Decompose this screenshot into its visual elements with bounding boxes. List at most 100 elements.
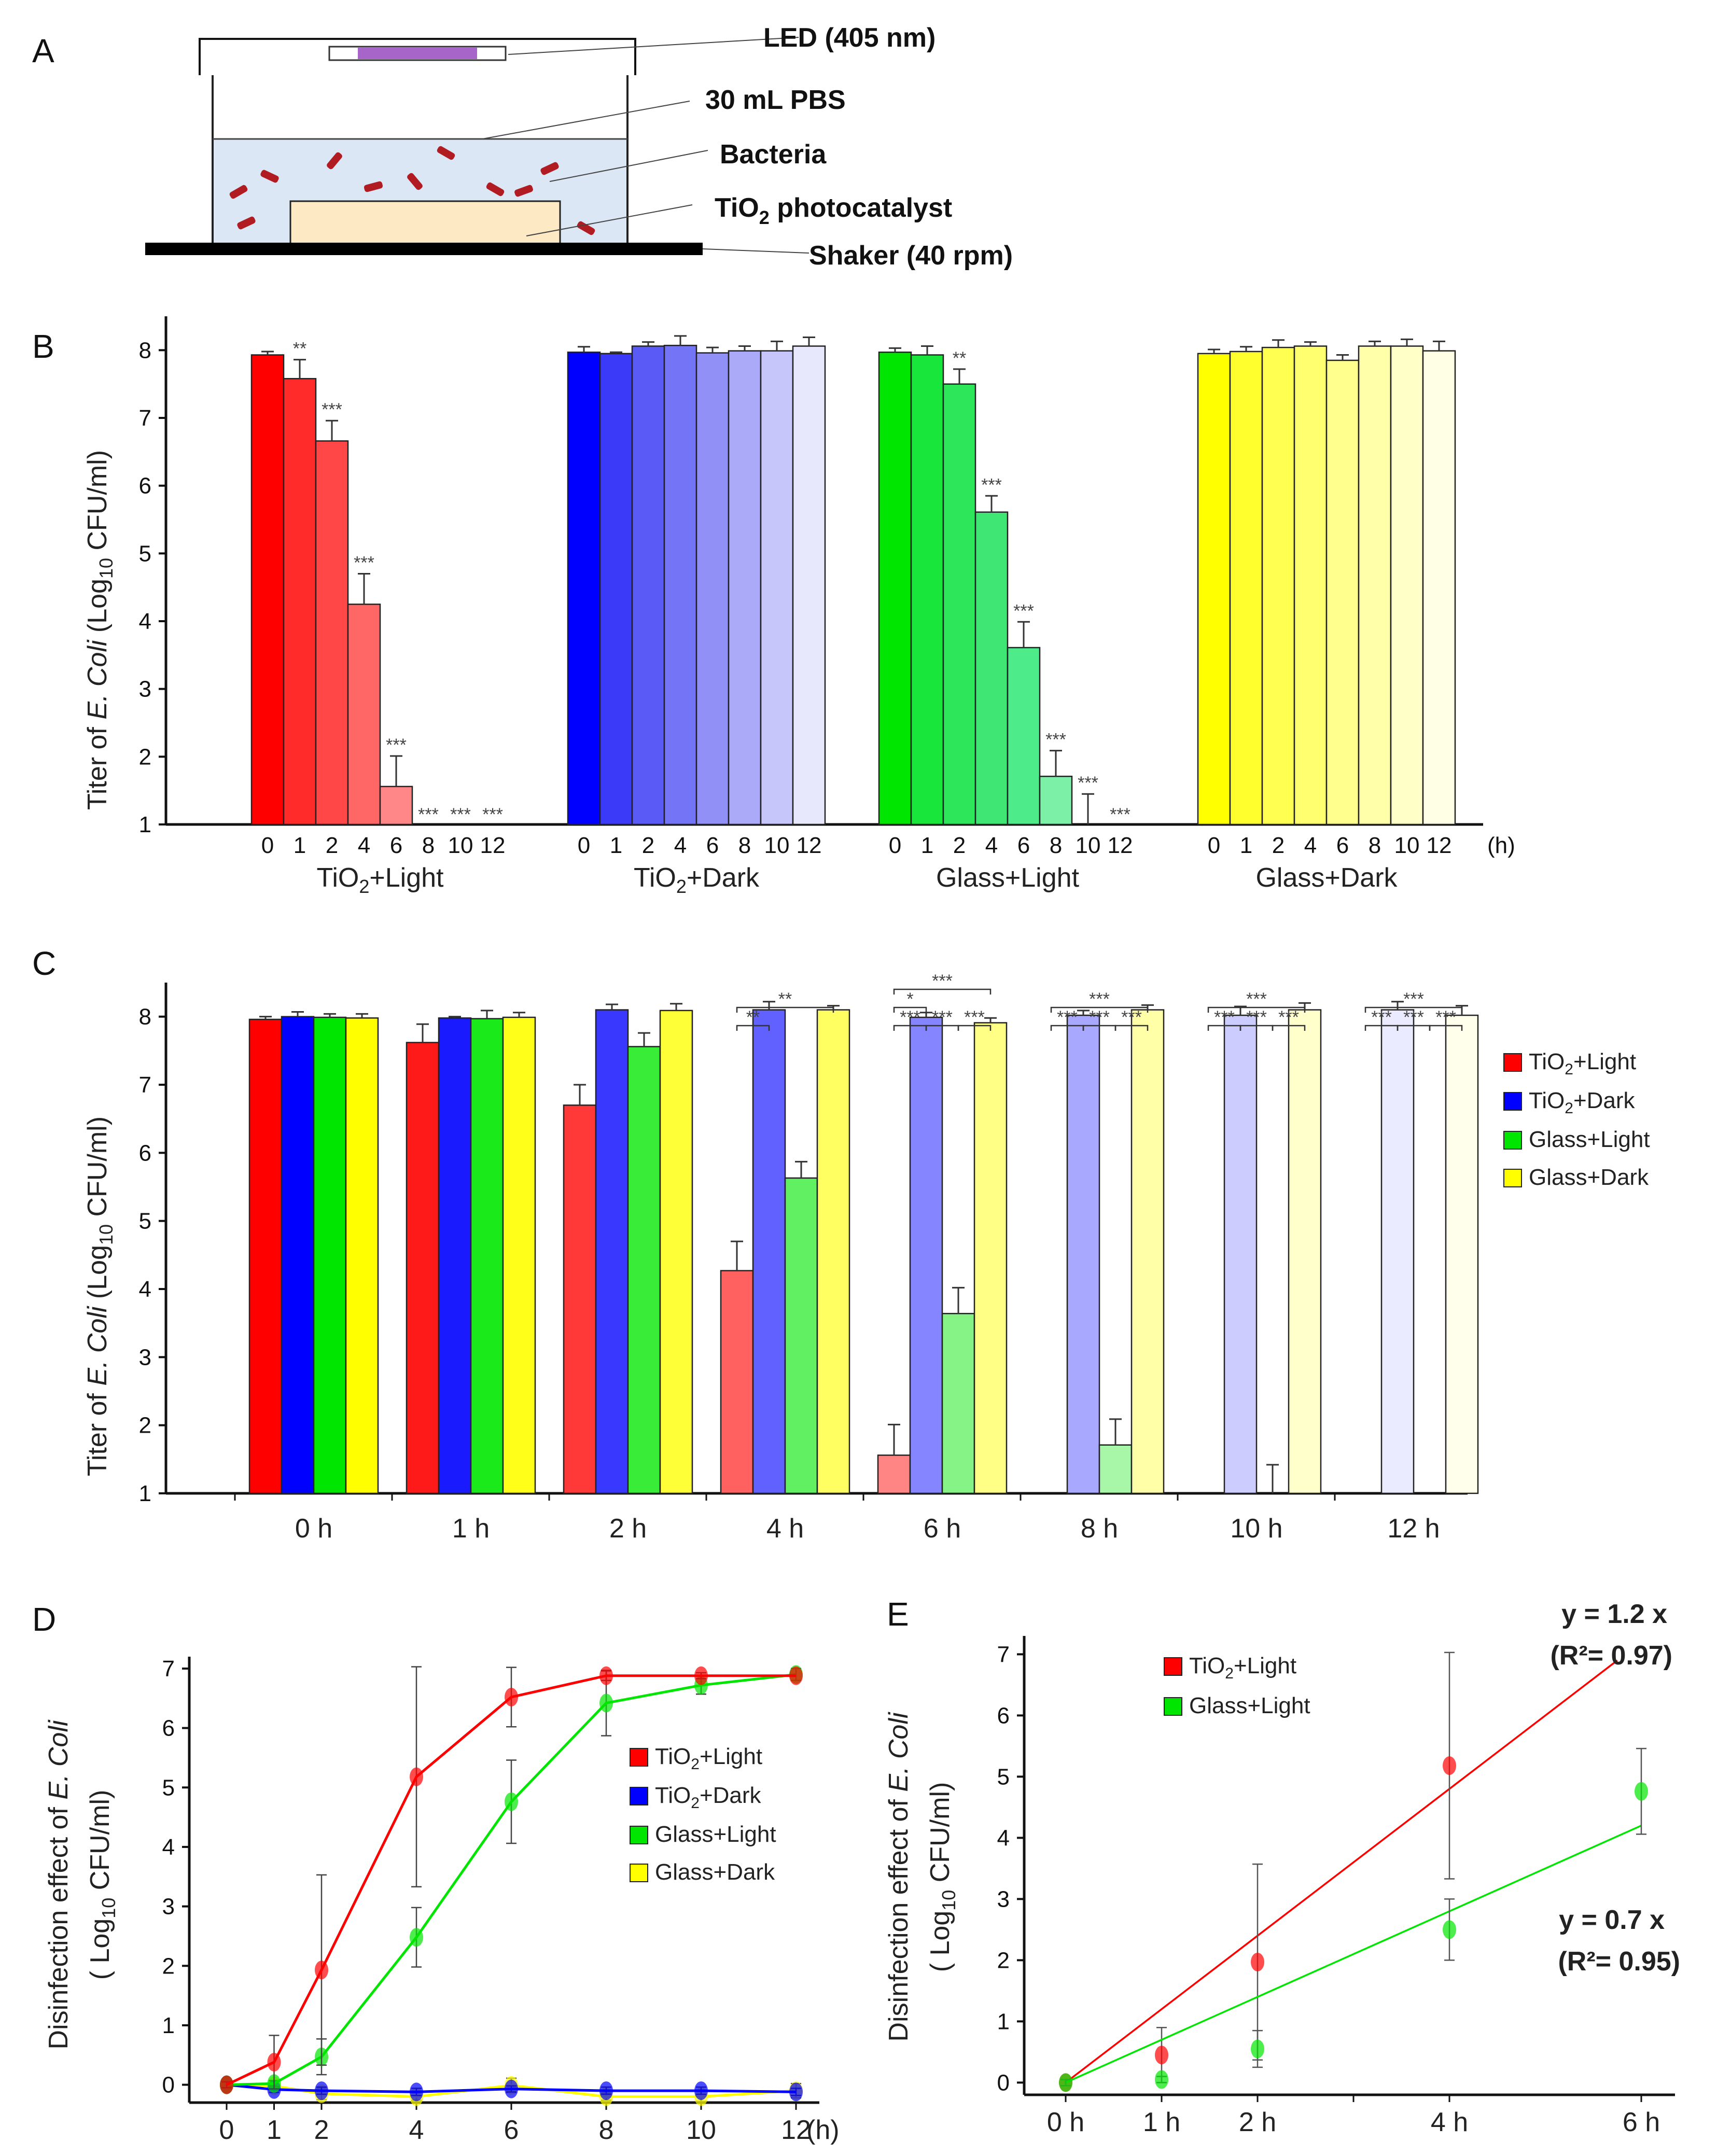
panel-b-y-tick-label: 3 [139, 677, 151, 702]
panel-e-y-tick-label: 4 [997, 1825, 1010, 1851]
pbs-label: 30 mL PBS [705, 85, 846, 115]
panel-c-bar [406, 1042, 440, 1494]
panel-b-bar [760, 350, 794, 825]
panel-c-significance-label: *** [932, 971, 953, 991]
panel-e-point [1635, 1782, 1648, 1801]
panel-c-category-label: 2 h [609, 1514, 647, 1544]
panel-e-point [1443, 1756, 1456, 1775]
panel-b-bar [1293, 345, 1328, 825]
panel-b-group-label: TiO2+Dark [634, 863, 760, 897]
panel-e-point [1155, 2070, 1168, 2089]
panel-c-significance-bracket [736, 1006, 834, 1013]
panel-d-series-line [226, 1673, 797, 2087]
panel-b-bar [1261, 346, 1295, 825]
panel-c-significance-label: *** [1121, 1007, 1142, 1027]
panel-c-y-tick-label: 2 [139, 1413, 151, 1438]
panel-b-y-tick-label: 8 [139, 338, 151, 363]
panel-b-bar [250, 354, 285, 825]
panel-c-legend-item: Glass+Light [1503, 1127, 1650, 1152]
panel-b-bar [663, 344, 697, 825]
panel-c-significance-bracket [1272, 1025, 1306, 1031]
panel-b-significance: *** [386, 735, 407, 755]
panel-b-y-tick-label: 4 [139, 609, 151, 634]
panel-label-c: C [32, 945, 56, 982]
panel-c-legend-item: Glass+Dark [1503, 1165, 1649, 1190]
panel-d-legend-label: TiO2+Dark [655, 1783, 762, 1812]
panel-d-point [599, 1666, 613, 1685]
bacterium-3 [364, 181, 383, 192]
panel-b-time-label: 4 [985, 833, 998, 858]
tio2-catalyst [289, 200, 561, 246]
panel-b-time-label: 0 [889, 833, 901, 858]
panel-e-fit-equation-red: y = 1.2 x [1561, 1599, 1667, 1629]
panel-d-point [315, 2081, 328, 2101]
panel-b-time-label: 12 [480, 833, 506, 858]
panel-c-bar [563, 1104, 597, 1494]
panel-e-x-tick-label: 1 h [1143, 2107, 1180, 2137]
panel-c-bar [438, 1017, 472, 1494]
panel-c-significance-label: *** [1089, 989, 1110, 1009]
panel-b-time-label: 4 [674, 833, 687, 858]
panel-c-bar [1098, 1444, 1133, 1494]
panel-e-y-tick-label: 0 [997, 2070, 1010, 2095]
panel-b-time-label: 6 [1336, 833, 1349, 858]
led-label: LED (405 nm) [763, 23, 936, 53]
panel-b-bar [974, 511, 1009, 825]
panel-d-legend-swatch [630, 1864, 648, 1882]
panel-c-category-label: 12 h [1387, 1514, 1440, 1544]
panel-c-significance-label: *** [900, 1007, 920, 1027]
panel-c-y-tick-label: 6 [139, 1140, 151, 1166]
panel-c-bar [909, 1016, 943, 1494]
panel-b-bar [1358, 345, 1392, 825]
panel-c-bar [784, 1177, 818, 1494]
panel-c-bar [1066, 1014, 1100, 1494]
panel-c-category-label: 4 h [766, 1514, 804, 1544]
panel-b-time-label: 10 [1394, 833, 1420, 858]
panel-b-bar [567, 352, 601, 825]
panel-c-significance-label: *** [1089, 1007, 1110, 1027]
panel-d-legend-item: Glass+Light [630, 1822, 776, 1847]
panel-d-y-tick-label: 6 [162, 1716, 175, 1741]
panel-d-point [410, 1767, 423, 1786]
panel-label-e: E [887, 1595, 909, 1633]
panel-c-significance-bracket [1429, 1025, 1463, 1031]
panel-e-fit-line [1065, 1825, 1642, 2083]
panel-c-y-axis-label: Titer of E. Coli (Log10 CFU/ml) [82, 1116, 117, 1476]
panel-c-bar [1380, 1009, 1415, 1494]
panel-e-x-tick-label: 6 h [1623, 2107, 1660, 2137]
panel-b-time-label: 1 [610, 833, 622, 858]
panel-c-legend-swatch [1503, 1169, 1522, 1187]
panel-b-time-label: 2 [953, 833, 966, 858]
panel-c-bar [248, 1018, 283, 1494]
panel-d-legend-swatch [630, 1748, 648, 1767]
tio2-photocatalyst-label: TiO2 photocatalyst [715, 193, 952, 228]
panel-c-category-label: 6 h [924, 1514, 961, 1544]
panel-d-legend-item: TiO2+Light [630, 1744, 762, 1773]
panel-c-significance-label: *** [1403, 1007, 1424, 1027]
panel-b-time-label: 6 [1017, 833, 1030, 858]
schematic: LED (405 nm) 30 mL PBS Bacteria TiO2 pho… [145, 23, 1013, 271]
panel-b-time-label: 12 [1427, 833, 1452, 858]
panel-e-legend-item: Glass+Light [1164, 1693, 1310, 1718]
panel-e-x-tick-label: 0 h [1047, 2107, 1084, 2137]
panel-b-time-label: 0 [578, 833, 590, 858]
panel-b-time-label: 0 [1208, 833, 1220, 858]
panel-c-category-label: 1 h [452, 1514, 490, 1544]
panel-b-bar [878, 352, 912, 825]
panel-b-significance: *** [322, 400, 342, 419]
panel-c-bar [313, 1016, 347, 1494]
panel-d-x-tick-label: 4 [409, 2115, 424, 2145]
panel-d-point [694, 2081, 708, 2101]
panel-e-point [1443, 1920, 1456, 1939]
panel-c-y-tick-label: 7 [139, 1072, 151, 1098]
panel-d-y-tick-label: 4 [162, 1835, 175, 1860]
panel-e-y-axis-label-1: Disinfection effect of E. Coli [884, 1712, 914, 2041]
panel-c-bar [752, 1009, 786, 1494]
panel-e-fit-line [1065, 1659, 1618, 2083]
panel-c-legend-swatch [1503, 1131, 1522, 1150]
panel-d-y-tick-label: 7 [162, 1656, 175, 1682]
panel-d-y-tick-label: 0 [162, 2073, 175, 2098]
panel-c-significance-bracket [893, 1006, 927, 1013]
panel-d-x-tick-label: 2 [314, 2115, 329, 2145]
